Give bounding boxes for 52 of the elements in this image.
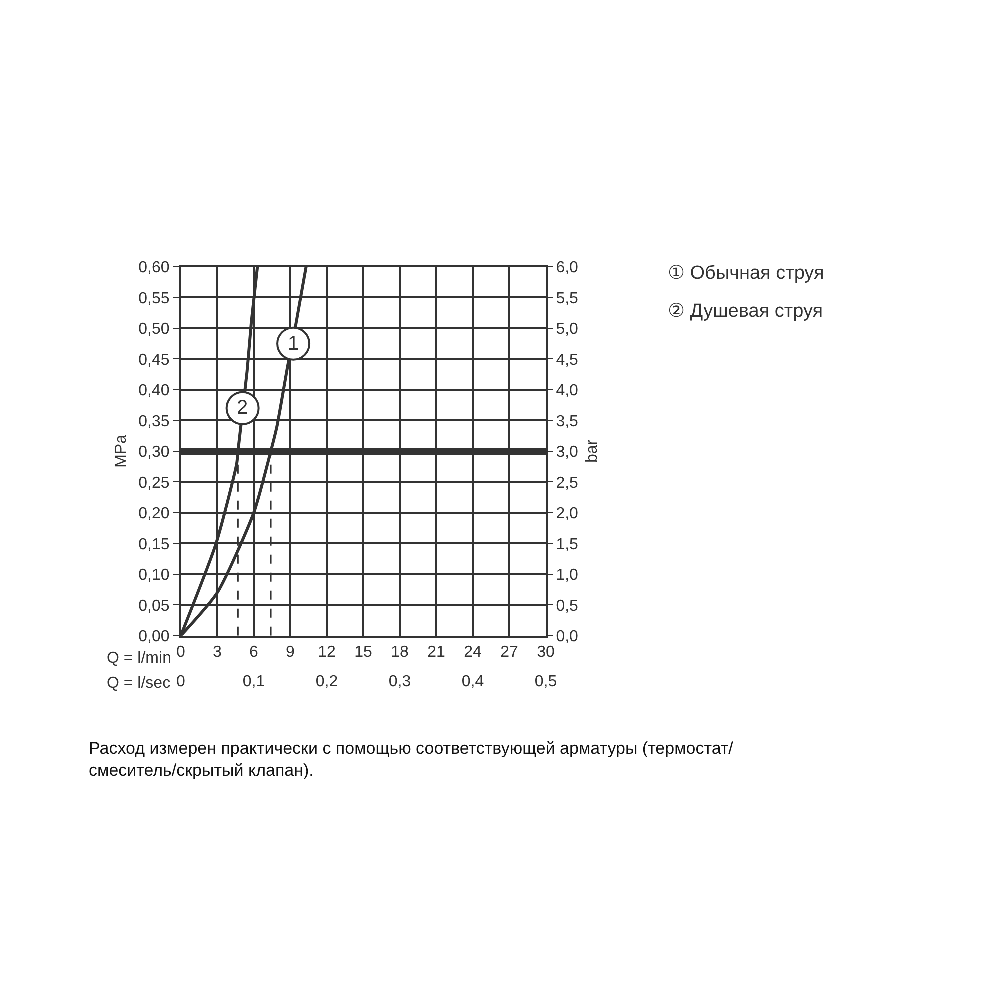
text: ① Обычная струя: [668, 263, 824, 284]
x-tick-label: 27: [500, 644, 518, 662]
y-tick-label: 0,15: [138, 536, 170, 554]
y-tick-label: 0,40: [138, 382, 170, 400]
x-tick-label: 24: [464, 644, 482, 662]
x-tick-label: 9: [286, 644, 296, 662]
x-tick-label: 3: [213, 644, 222, 662]
x2-axis-title: Q = l/sec: [107, 675, 171, 692]
x-tick-label: 15: [354, 644, 372, 662]
y2-tick-label: 2,0: [556, 506, 579, 523]
y-tick-label: 0,20: [138, 506, 170, 523]
text: Расход измерен практически с помощью соответствующей арматуры (термостат/ смеситель/скрытый клапан).: [89, 739, 734, 780]
y2-tick-label: 4,0: [556, 382, 579, 400]
y-tick-label: 0,00: [138, 628, 170, 646]
y2-tick-label: 5,0: [556, 321, 579, 338]
x2-tick-label: 0,2: [316, 674, 338, 691]
x2-tick-label: 0: [176, 674, 186, 691]
x2-tick-label: 0,5: [534, 674, 558, 691]
x-axis-title: Q = l/min: [107, 650, 172, 667]
y2-tick-label: 3,5: [556, 413, 579, 430]
annotation: 2: [237, 397, 248, 419]
y-axis-title: MPa: [113, 434, 130, 468]
y2-tick-label: 0,0: [556, 628, 579, 646]
y2-tick-label: 1,0: [556, 567, 579, 584]
y2-tick-label: 4,5: [556, 352, 579, 369]
x-tick-label: 30: [537, 644, 555, 662]
y-tick-label: 0,30: [138, 444, 170, 462]
y2-axis-title: bar: [584, 439, 602, 464]
x-tick-label: 18: [391, 644, 409, 662]
y2-tick-label: 0,5: [556, 598, 579, 615]
y2-tick-label: 3,0: [556, 444, 579, 462]
x2-tick-label: 0,4: [462, 674, 484, 691]
x2-tick-label: 0,1: [242, 674, 266, 691]
y-tick-label: 0,05: [138, 598, 170, 615]
x2-tick-label: 0,3: [388, 674, 412, 691]
y-tick-label: 0,60: [138, 260, 170, 277]
y2-tick-label: 1,5: [556, 536, 579, 554]
text: ② Душевая струя: [668, 301, 824, 322]
x-tick-label: 21: [428, 644, 446, 662]
x-tick-label: 6: [250, 644, 259, 662]
y-tick-label: 0,10: [138, 567, 170, 584]
x-tick-label: 12: [318, 644, 336, 662]
y2-tick-label: 5,5: [556, 290, 579, 308]
y-tick-label: 0,50: [138, 321, 170, 338]
y-tick-label: 0,55: [138, 290, 170, 308]
y-tick-label: 0,35: [138, 413, 170, 430]
y2-tick-label: 6,0: [556, 260, 579, 277]
x-tick-label: 0: [176, 644, 186, 662]
y-tick-label: 0,45: [138, 352, 170, 369]
y-tick-label: 0,25: [138, 474, 170, 492]
y2-tick-label: 2,5: [556, 474, 579, 492]
annotation: 1: [288, 333, 300, 355]
